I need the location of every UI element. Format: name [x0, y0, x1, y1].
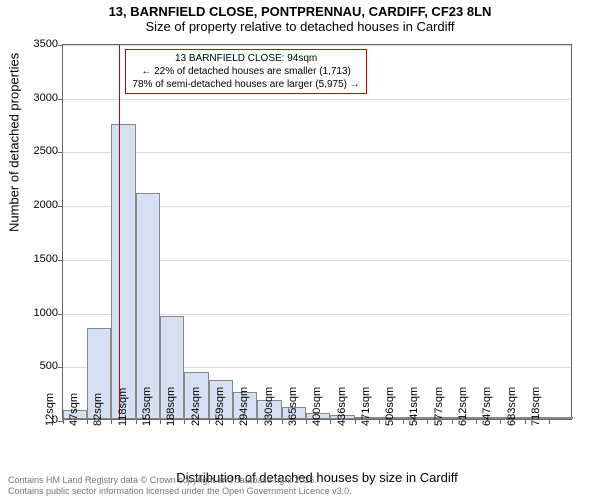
x-tick-mark [476, 419, 477, 424]
x-tick-label: 82sqm [92, 393, 104, 426]
x-tick-label: 330sqm [263, 387, 275, 426]
y-tick-label: 2500 [18, 145, 58, 157]
x-tick-mark [209, 419, 210, 424]
y-tick-label: 3000 [18, 92, 58, 104]
x-tick-label: 188sqm [165, 387, 177, 426]
marker-line [119, 45, 120, 419]
plot-region: 13 BARNFIELD CLOSE: 94sqm← 22% of detach… [62, 44, 572, 420]
title-block: 13, BARNFIELD CLOSE, PONTPRENNAU, CARDIF… [0, 0, 600, 34]
x-tick-mark [63, 419, 64, 424]
annotation-box: 13 BARNFIELD CLOSE: 94sqm← 22% of detach… [125, 49, 366, 94]
x-tick-label: 294sqm [238, 387, 250, 426]
y-tick-label: 500 [18, 360, 58, 372]
y-tick-mark [58, 314, 63, 315]
y-tick-mark [58, 367, 63, 368]
chart-area: 13 BARNFIELD CLOSE: 94sqm← 22% of detach… [62, 44, 572, 420]
footer-line2: Contains public sector information licen… [8, 486, 352, 498]
grid-line [63, 152, 571, 153]
y-tick-mark [58, 45, 63, 46]
annotation-line2: ← 22% of detached houses are smaller (1,… [132, 65, 359, 78]
x-tick-label: 224sqm [190, 387, 202, 426]
x-tick-mark [355, 419, 356, 424]
x-tick-mark [427, 419, 428, 424]
y-tick-label: 1500 [18, 253, 58, 265]
x-tick-label: 612sqm [457, 387, 469, 426]
x-tick-mark [379, 419, 380, 424]
histogram-bar [136, 193, 160, 419]
x-tick-label: 647sqm [481, 387, 493, 426]
x-tick-mark [282, 419, 283, 424]
y-tick-mark [58, 206, 63, 207]
x-tick-label: 47sqm [68, 393, 80, 426]
y-tick-mark [58, 260, 63, 261]
grid-line [63, 45, 571, 46]
y-tick-label: 1000 [18, 307, 58, 319]
annotation-line3: 78% of semi-detached houses are larger (… [132, 78, 359, 91]
y-tick-mark [58, 152, 63, 153]
x-tick-label: 436sqm [336, 387, 348, 426]
x-tick-mark [233, 419, 234, 424]
x-tick-mark [403, 419, 404, 424]
title-line1: 13, BARNFIELD CLOSE, PONTPRENNAU, CARDIF… [0, 4, 600, 19]
x-tick-mark [330, 419, 331, 424]
grid-line [63, 99, 571, 100]
annotation-line1: 13 BARNFIELD CLOSE: 94sqm [132, 52, 359, 65]
x-tick-label: 683sqm [506, 387, 518, 426]
footer-attribution: Contains HM Land Registry data © Crown c… [8, 475, 352, 498]
x-tick-label: 12sqm [44, 393, 56, 426]
y-tick-label: 3500 [18, 38, 58, 50]
footer-line1: Contains HM Land Registry data © Crown c… [8, 475, 352, 487]
x-tick-mark [87, 419, 88, 424]
x-tick-label: 400sqm [311, 387, 323, 426]
x-tick-mark [184, 419, 185, 424]
x-tick-mark [500, 419, 501, 424]
title-line2: Size of property relative to detached ho… [0, 19, 600, 34]
x-tick-label: 471sqm [360, 387, 372, 426]
x-tick-label: 259sqm [214, 387, 226, 426]
x-tick-mark [111, 419, 112, 424]
y-tick-mark [58, 99, 63, 100]
x-tick-label: 365sqm [287, 387, 299, 426]
x-tick-label: 506sqm [384, 387, 396, 426]
x-tick-mark [136, 419, 137, 424]
x-tick-mark [306, 419, 307, 424]
x-tick-mark [160, 419, 161, 424]
x-tick-label: 118sqm [117, 388, 129, 426]
x-tick-label: 541sqm [408, 387, 420, 426]
x-tick-mark [525, 419, 526, 424]
x-tick-label: 718sqm [530, 387, 542, 426]
x-tick-label: 153sqm [141, 387, 153, 426]
chart-container: 13, BARNFIELD CLOSE, PONTPRENNAU, CARDIF… [0, 0, 600, 500]
x-tick-mark [549, 419, 550, 424]
histogram-bar [549, 417, 573, 419]
y-tick-label: 2000 [18, 199, 58, 211]
x-tick-mark [257, 419, 258, 424]
x-tick-mark [452, 419, 453, 424]
x-tick-label: 577sqm [433, 387, 445, 426]
histogram-bar [111, 124, 136, 419]
